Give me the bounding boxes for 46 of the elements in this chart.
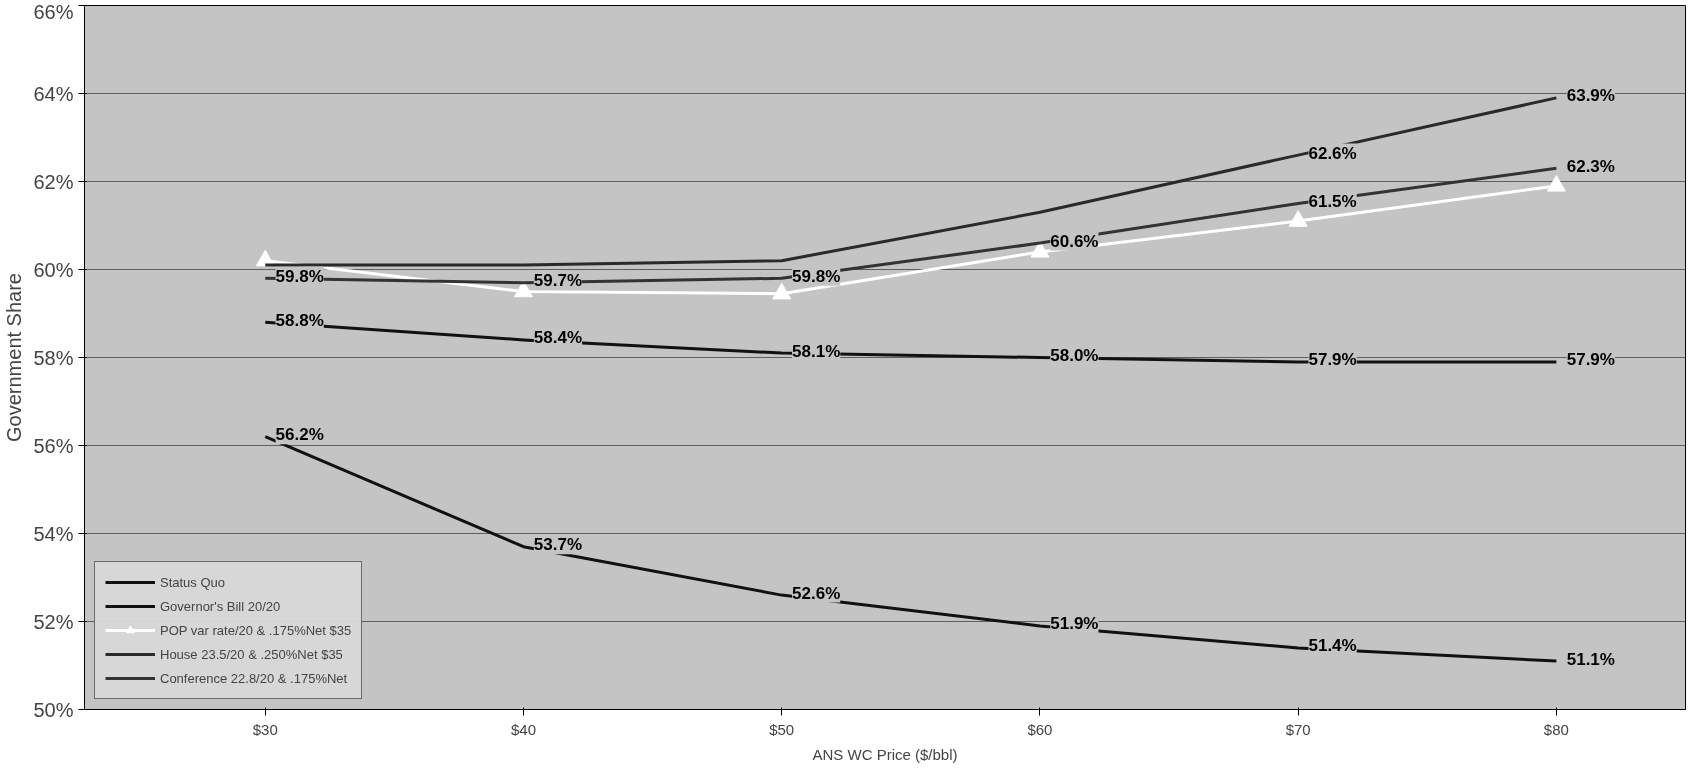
data-label: 59.8% <box>275 266 324 286</box>
data-label: 57.9% <box>1308 350 1357 370</box>
x-tick-label: $30 <box>252 720 278 738</box>
legend-label: Status Quo <box>160 574 226 590</box>
y-tick-label: 60% <box>33 258 74 281</box>
data-label: 58.4% <box>533 328 583 348</box>
point <box>1546 175 1566 192</box>
x-tick-label: $60 <box>1027 720 1053 738</box>
x-axis-title: ANS WC Price ($/bbl) <box>812 745 958 763</box>
y-axis-title: Government Share <box>3 273 26 442</box>
y-tick-label: 66% <box>33 0 74 23</box>
legend-label: Governor's Bill 20/20 <box>160 598 281 614</box>
y-tick-label: 56% <box>33 434 74 457</box>
data-label: 63.9% <box>1566 86 1615 106</box>
data-label: 60.6% <box>1050 231 1099 251</box>
data-label: 57.9% <box>1566 350 1615 370</box>
y-tick-label: 62% <box>33 170 74 193</box>
data-label: 58.0% <box>1050 346 1099 365</box>
y-tick-label: 64% <box>33 82 74 105</box>
legend-label: POP var rate/20 & .175%Net $35 <box>160 622 352 638</box>
data-label: 51.1% <box>1566 649 1615 669</box>
data-label: 52.6% <box>792 583 841 603</box>
data-label: 62.3% <box>1566 156 1615 176</box>
data-label: 59.7% <box>533 271 583 291</box>
data-label: 61.5% <box>1308 192 1357 211</box>
data-label: 59.8% <box>792 266 841 286</box>
x-tick-label: $70 <box>1285 720 1311 738</box>
legend-label: Conference 22.8/20 & .175%Net <box>160 670 348 686</box>
data-label: 58.1% <box>792 341 841 361</box>
data-label: 51.4% <box>1308 636 1357 656</box>
data-label: 56.2% <box>275 425 324 445</box>
data-label: 62.6% <box>1308 143 1357 163</box>
data-label: 53.7% <box>533 535 583 555</box>
point <box>1288 210 1308 227</box>
y-tick-label: 54% <box>33 522 74 545</box>
data-label: 51.9% <box>1050 614 1099 634</box>
y-tick-label: 50% <box>33 698 74 721</box>
legend-label: House 23.5/20 & .250%Net $35 <box>160 646 343 662</box>
point <box>772 282 792 300</box>
y-tick-label: 58% <box>33 346 74 369</box>
y-tick-label: 52% <box>33 610 74 633</box>
data-label: 58.8% <box>275 310 324 330</box>
x-tick-label: $40 <box>510 720 536 738</box>
x-tick-label: $50 <box>769 720 795 738</box>
point <box>1030 241 1050 258</box>
x-tick-label: $80 <box>1543 720 1569 738</box>
